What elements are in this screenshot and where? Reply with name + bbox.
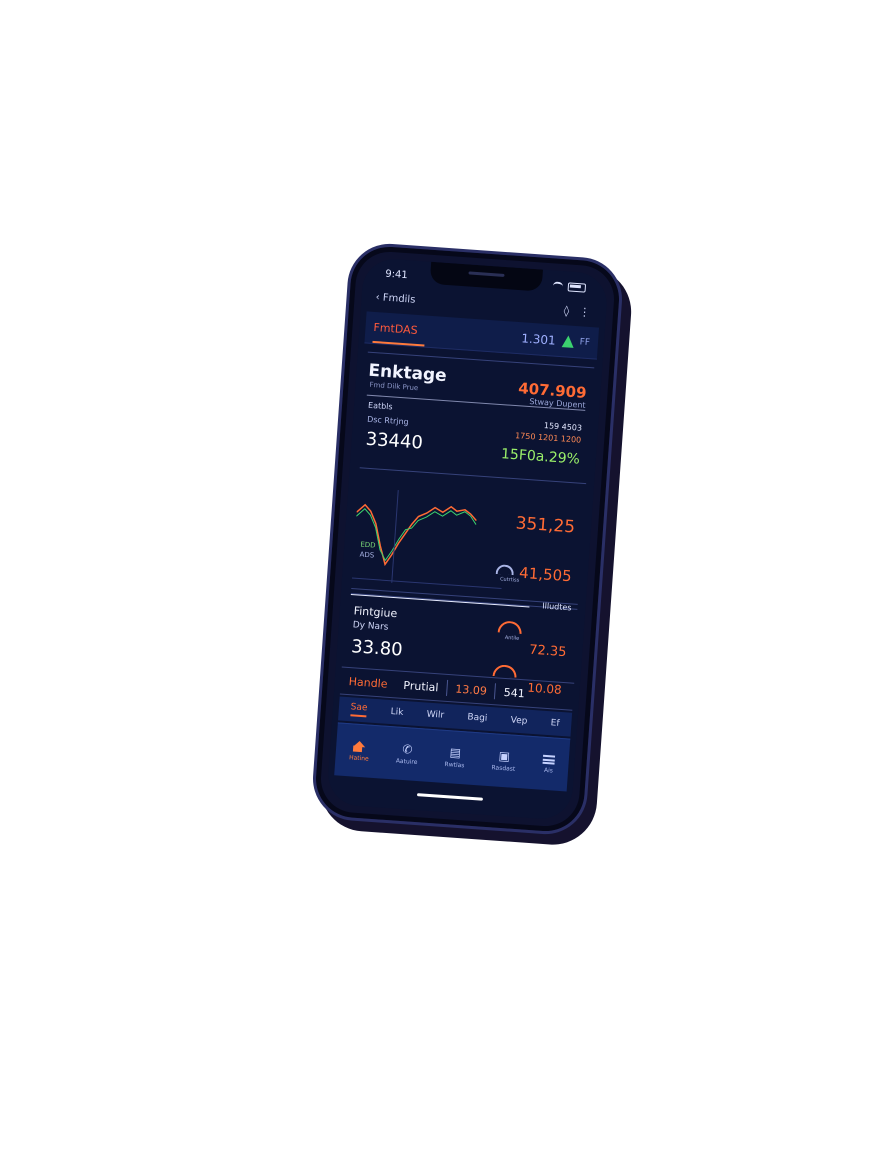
diamond-icon[interactable]: ◊ <box>563 303 570 318</box>
bottom-nav-home[interactable]: Hatine <box>349 740 370 762</box>
tab-bagi[interactable]: Bagi <box>467 712 488 724</box>
summary-left-label: Eatbls <box>367 400 393 412</box>
summary-left-value: 33440 <box>364 428 424 454</box>
bottom-nav-menu[interactable]: Ais <box>542 754 556 775</box>
ticker-value: 1.301 <box>520 330 557 348</box>
bottom-nav-label: Aatuire <box>395 757 418 767</box>
tab-lik[interactable]: Lik <box>390 707 404 718</box>
section-value-top: 72.35 <box>528 642 567 661</box>
chart-panel[interactable]: 351,25 41,505 EDD ADS Cutrtiss <box>351 467 587 605</box>
ticker-active-underline <box>372 340 425 347</box>
price-line <box>356 503 477 567</box>
price-line-secondary <box>355 508 477 562</box>
chart-box-icon: ▣ <box>498 748 511 764</box>
section-value: 33.80 <box>350 636 404 661</box>
chart-value-top: 351,25 <box>515 513 576 538</box>
bottom-nav-label: Rwtlas <box>444 760 465 770</box>
tab-sae[interactable]: Sae <box>350 702 368 718</box>
bottom-nav-reports[interactable]: ▣ Rasdast <box>491 749 516 773</box>
bottom-nav-calls[interactable]: ✆ Aatuire <box>395 741 419 767</box>
arc-gauge-caption: Antile <box>504 634 520 642</box>
chart-value-bottom: 41,505 <box>518 563 573 586</box>
wifi-icon <box>552 280 564 291</box>
nav-actions: ◊ ⋮ <box>563 304 590 319</box>
phone-body: 9:41 ‹ Fmdils ◊ ⋮ FmtDAS <box>310 241 625 837</box>
summary-bar-value-1: 13.09 <box>454 682 488 698</box>
bottom-nav-label: Ais <box>543 766 554 775</box>
back-button[interactable]: ‹ Fmdils <box>375 292 415 306</box>
section-subtitle: Dy Nars <box>352 620 389 633</box>
phone-device: 9:41 ‹ Fmdils ◊ ⋮ FmtDAS <box>310 241 635 848</box>
phone-icon: ✆ <box>401 741 413 757</box>
more-icon[interactable]: ⋮ <box>578 304 591 319</box>
candlestick-chart <box>351 490 502 590</box>
chart-baseline <box>351 577 502 590</box>
bottom-nav-label: Hatine <box>348 753 369 763</box>
home-icon <box>353 740 367 752</box>
summary-left-label-2: Dsc Rtrjng <box>366 414 409 427</box>
summary-row-1: 159 4503 <box>543 421 583 433</box>
ticker-quote: 1.301 FF <box>521 331 591 350</box>
chart-side-label-2: ADS <box>359 550 375 560</box>
chart-side-label-1: EDD <box>360 540 376 550</box>
section-title: Fintgiue <box>353 604 398 621</box>
arc-gauge-icon <box>497 620 523 634</box>
status-icons <box>552 280 587 293</box>
summary-bar-label[interactable]: Handle <box>348 674 388 691</box>
summary-row-2: 1750 1201 1200 <box>514 431 582 445</box>
home-indicator[interactable] <box>416 793 483 801</box>
arc-gauge-icon-2 <box>492 664 518 678</box>
summary-row-3: 15F0a.29% <box>500 446 581 468</box>
back-label: ‹ Fmdils <box>375 291 416 306</box>
phone-screen: 9:41 ‹ Fmdils ◊ ⋮ FmtDAS <box>326 257 609 821</box>
ticker-name: FmtDAS <box>373 320 419 337</box>
summary-bar-value-2: 541 <box>503 685 526 700</box>
battery-icon <box>567 281 587 293</box>
gauge-icon <box>495 564 515 576</box>
trend-up-icon <box>561 334 575 348</box>
bottom-nav-clipboard[interactable]: ▤ Rwtlas <box>444 745 465 770</box>
clipboard-icon: ▤ <box>449 745 462 761</box>
tab-wilr[interactable]: Wilr <box>426 709 445 721</box>
status-time: 9:41 <box>384 268 409 281</box>
bottom-nav-label: Rasdast <box>491 764 516 773</box>
tab-vep[interactable]: Vep <box>510 715 528 727</box>
summary-bar-mode[interactable]: Prutial <box>403 678 439 694</box>
tab-ef[interactable]: Ef <box>550 718 560 729</box>
gauge-caption: Cutrtiss <box>499 576 520 584</box>
summary-card[interactable]: Enktage Fmd Dilk Prue 407.909 Stway Dupe… <box>360 351 595 479</box>
menu-icon <box>542 754 556 765</box>
ticker-suffix: FF <box>579 336 591 348</box>
section-right-heading: Illudtes <box>542 601 572 613</box>
chart-gridline <box>391 490 399 583</box>
